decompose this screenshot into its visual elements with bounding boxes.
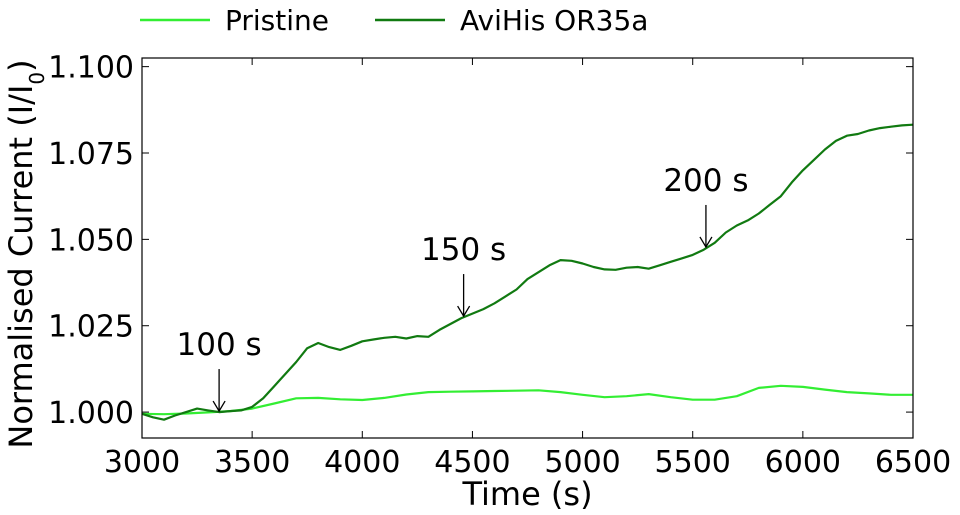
- x-tick-label: 3500: [214, 445, 290, 480]
- plot-frame: [141, 57, 914, 439]
- legend-label: AviHis OR35a: [460, 4, 648, 37]
- annotation-arrowhead: [212, 400, 226, 413]
- y-tick-label: 1.000: [48, 396, 134, 431]
- y-tick-label: 1.075: [48, 137, 134, 172]
- y-axis: 1.000 1.025 1.050 1.075 1.100: [48, 51, 913, 431]
- legend-label: Pristine: [225, 4, 329, 37]
- y-axis-title: Normalised Current (I/I0): [2, 59, 49, 448]
- x-tick-label: 4000: [324, 445, 400, 480]
- x-tick-label: 6000: [765, 445, 841, 480]
- y-axis-title-main: Normalised Current (I/I: [2, 85, 40, 449]
- y-tick-label: 1.100: [48, 51, 134, 86]
- x-axis: 3000 3500 4000 4500 5000 5500 6000 6500: [104, 58, 951, 480]
- annotation-label: 200 s: [663, 163, 748, 199]
- annotation-arrowhead: [457, 305, 471, 318]
- y-axis-title-subscript: 0: [25, 72, 49, 85]
- x-tick-label: 3000: [104, 445, 180, 480]
- y-tick-label: 1.025: [48, 310, 134, 345]
- annotation-label: 150 s: [421, 232, 506, 268]
- annotation-layer: 100 s 150 s 200 s: [177, 163, 749, 413]
- annotation-arrowhead: [699, 236, 713, 249]
- y-axis-title-tail: ): [2, 59, 40, 71]
- x-axis-title: Time (s): [461, 475, 592, 513]
- series-layer: [141, 123, 914, 421]
- x-tick-label: 6500: [875, 445, 951, 480]
- series-line: [141, 123, 914, 421]
- series-line: [141, 384, 913, 416]
- x-tick-label: 4500: [434, 445, 510, 480]
- x-tick-label: 5500: [655, 445, 731, 480]
- x-tick-label: 5000: [544, 445, 620, 480]
- legend: Pristine AviHis OR35a: [140, 4, 648, 37]
- y-tick-label: 1.050: [48, 223, 134, 258]
- annotation-label: 100 s: [177, 327, 262, 363]
